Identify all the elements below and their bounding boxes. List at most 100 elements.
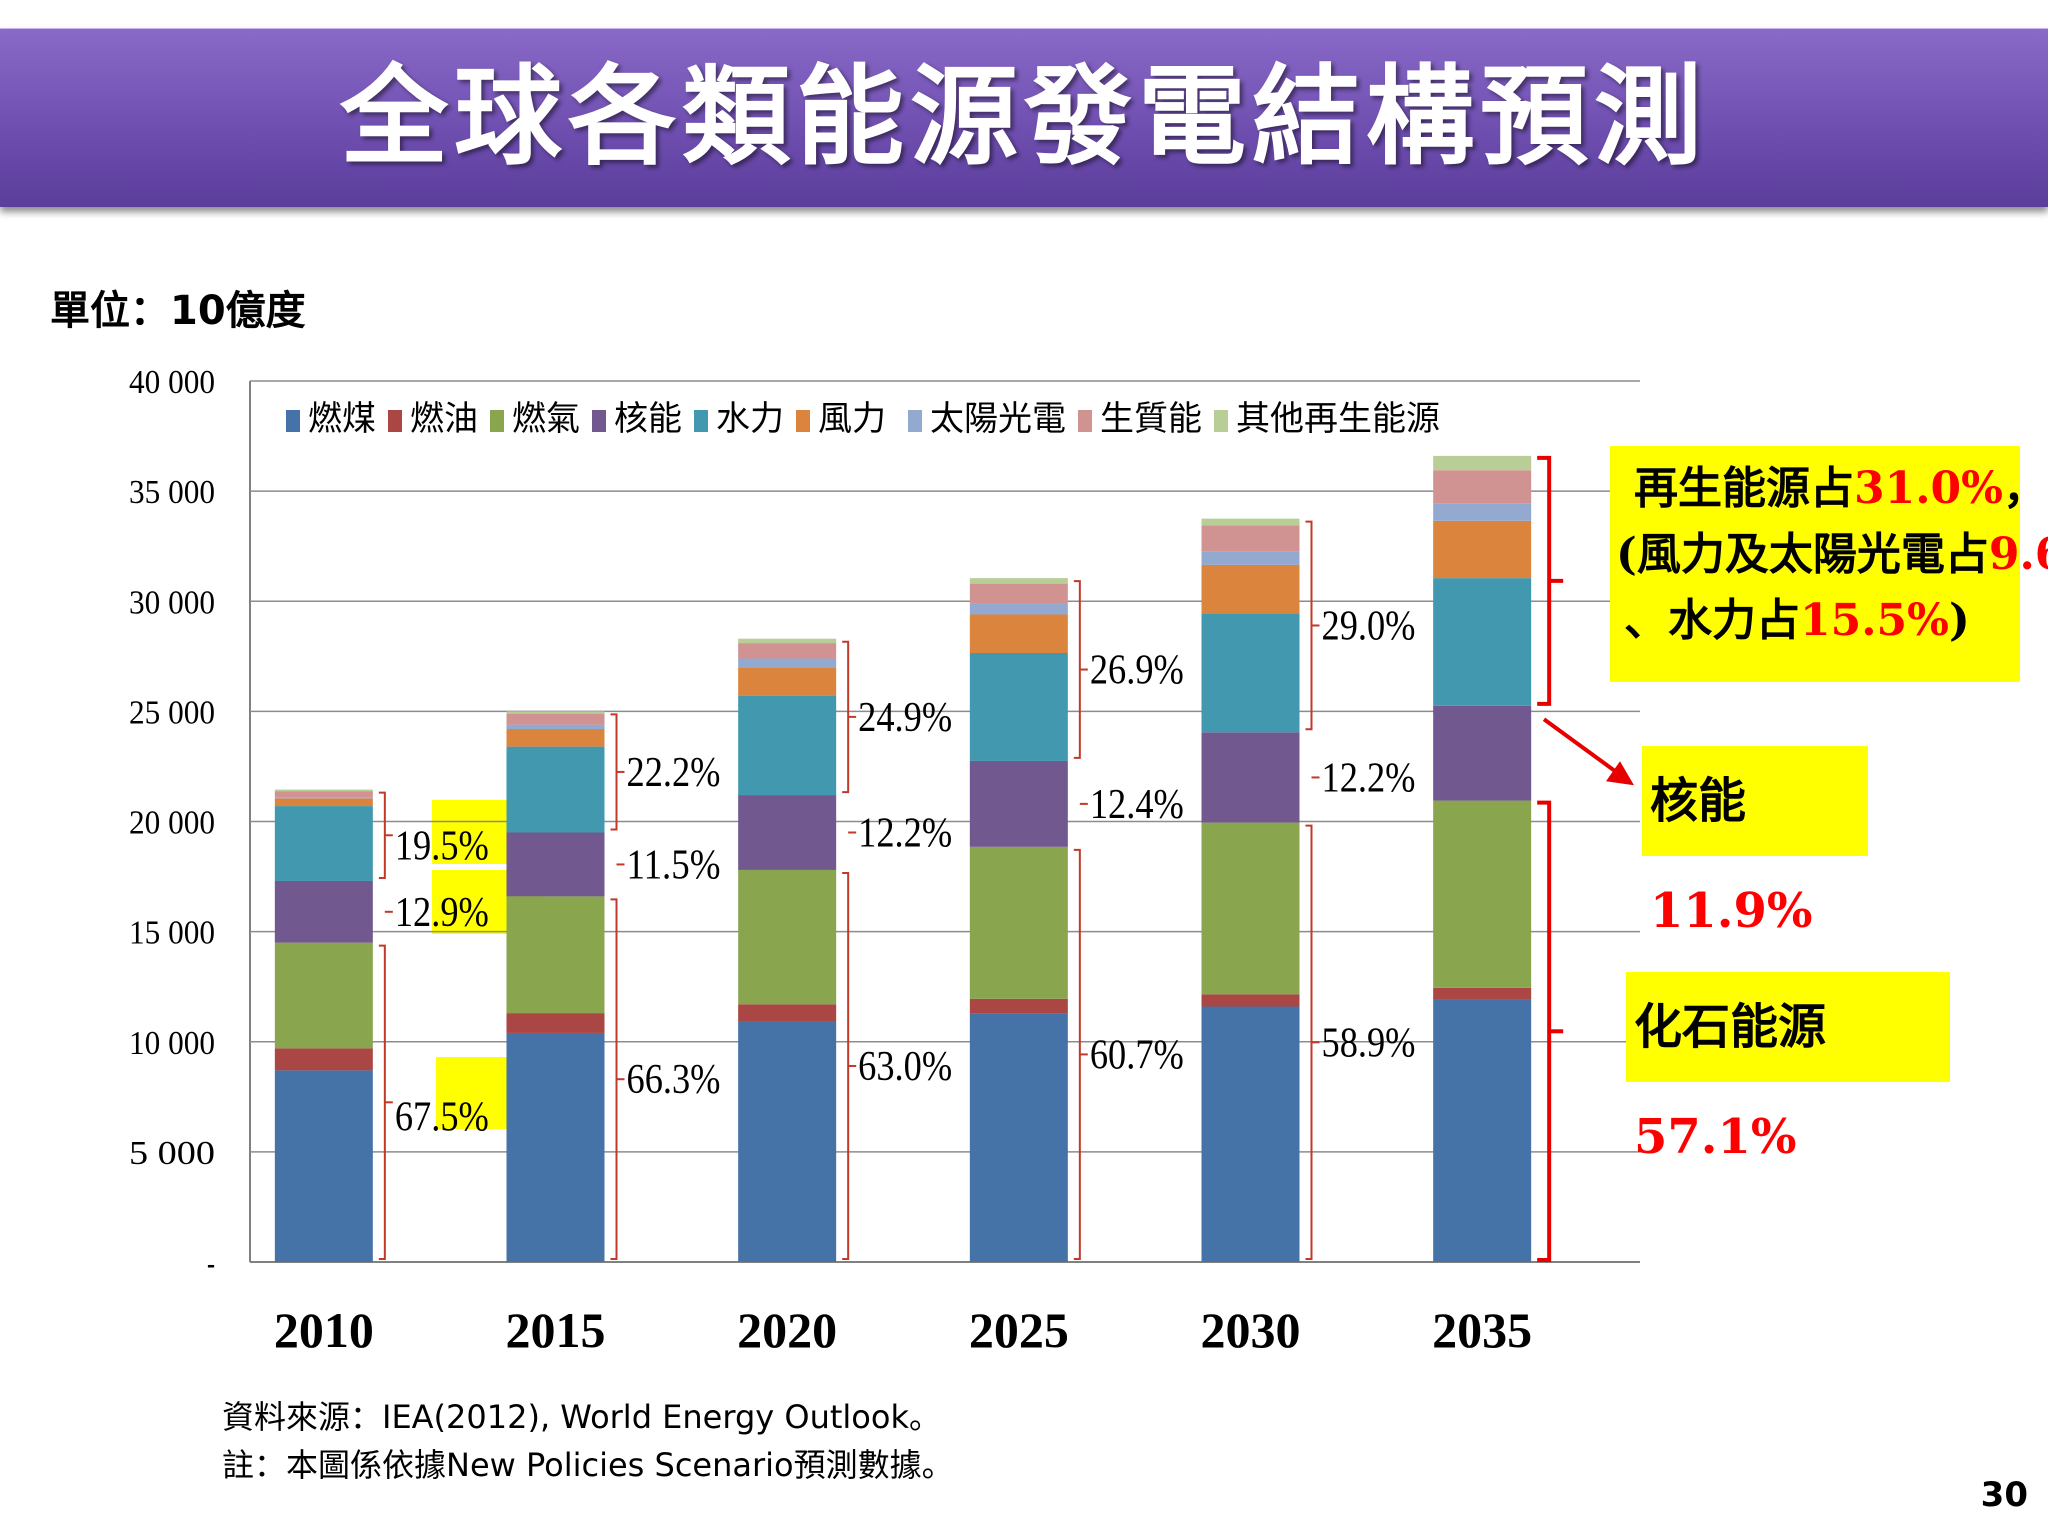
renewable-bracket-2035	[1537, 455, 1552, 706]
legend-swatch	[908, 410, 922, 432]
share-label: 24.9%	[858, 695, 952, 741]
share-label: 29.0%	[1322, 603, 1416, 649]
hydro-share-value: 15.5%	[1800, 595, 1949, 646]
bar-segment	[738, 695, 837, 796]
legend-label: 燃油	[410, 399, 478, 439]
bar-segment	[274, 880, 373, 943]
x-tick-label: 2010	[274, 1302, 374, 1358]
share-label: 11.5%	[627, 842, 721, 888]
legend-label: 燃煤	[308, 399, 376, 439]
bracket	[1073, 848, 1081, 1260]
x-tick-label: 2035	[1432, 1302, 1532, 1358]
bar-segment	[738, 667, 837, 696]
bar-segment	[1433, 520, 1532, 579]
unit-label: 單位：10億度	[50, 288, 306, 334]
footnote: 註：本圖係依據New Policies Scenario預測數據。	[222, 1446, 954, 1484]
x-tick-label: 2015	[506, 1302, 606, 1358]
share-label: 60.7%	[1090, 1032, 1184, 1078]
bar-segment	[738, 658, 837, 668]
bar-segment	[1433, 999, 1532, 1262]
nuclear-arrow	[1542, 717, 1620, 775]
bracket	[610, 898, 618, 1260]
y-tick-label: 40 000	[129, 364, 215, 401]
share-label: 66.3%	[627, 1057, 721, 1103]
legend-swatch	[1214, 410, 1228, 432]
bracket	[1073, 580, 1081, 759]
share-label: 67.5%	[395, 1094, 489, 1140]
bar-segment	[1433, 503, 1532, 521]
bar-segment	[738, 1004, 837, 1022]
wind-solar-share-value: 9.6%	[1988, 529, 2048, 580]
bar-segment	[969, 614, 1068, 654]
bar-segment	[506, 711, 605, 714]
bar-segment	[738, 869, 837, 1005]
bar-segment	[506, 896, 605, 1014]
y-tick-label: 30 000	[129, 584, 215, 621]
y-tick-label: 10 000	[129, 1025, 215, 1062]
x-tick-label: 2025	[969, 1302, 1069, 1358]
bracket	[1305, 520, 1313, 731]
y-tick-label: 15 000	[129, 915, 215, 952]
legend-swatch	[592, 410, 606, 432]
bracket	[842, 871, 850, 1260]
bar-segment	[274, 798, 373, 807]
legend-label: 太陽光電	[930, 399, 1066, 439]
y-tick-label: 25 000	[129, 694, 215, 731]
share-label: 12.2%	[1322, 755, 1416, 801]
bar-segment	[274, 797, 373, 799]
bracket	[378, 944, 386, 1260]
y-tick-label: 20 000	[129, 805, 215, 842]
bar-segment	[274, 1070, 373, 1262]
renewable-share-value: 31.0%	[1854, 463, 2003, 514]
legend-label: 生質能	[1100, 399, 1202, 439]
bar-segment	[274, 789, 373, 792]
page-title: 全球各類能源發電結構預測	[339, 55, 1708, 180]
renewable-callout-comma: ，	[2002, 463, 2047, 514]
legend-label: 水力	[716, 399, 784, 439]
share-label: 12.9%	[395, 890, 489, 936]
bar-segment	[969, 998, 1068, 1014]
bar-segment	[1433, 705, 1532, 801]
y-tick-label: -	[207, 1245, 215, 1282]
bar-segment	[274, 791, 373, 798]
bar-segment	[1201, 822, 1300, 995]
bar-segment	[1433, 470, 1532, 504]
bar-segment	[969, 603, 1068, 615]
source-citation: 資料來源：IEA(2012), World Energy Outlook。	[222, 1398, 941, 1436]
x-tick-label: 2030	[1201, 1302, 1301, 1358]
share-label: 19.5%	[395, 823, 489, 869]
bar-segment	[506, 1032, 605, 1262]
fossil-callout-prefix: 化石能源	[1634, 999, 1827, 1055]
bar-segment	[1201, 551, 1300, 565]
bar-segment	[506, 832, 605, 897]
bar-segment	[1201, 525, 1300, 552]
nuclear-arrow-head	[1606, 761, 1634, 786]
bar-segment	[506, 746, 605, 833]
bar-segment	[274, 806, 373, 881]
bar-segment	[1433, 800, 1532, 988]
nuclear-callout-prefix: 核能	[1650, 773, 1747, 829]
bar-segment	[1201, 613, 1300, 733]
bar-segment	[1201, 732, 1300, 823]
share-label: 58.9%	[1322, 1020, 1416, 1066]
legend-swatch	[1078, 410, 1092, 432]
share-label: 12.2%	[858, 811, 952, 857]
nuclear-share-value: 11.9%	[1650, 883, 1813, 939]
bar-segment	[506, 728, 605, 747]
nuclear-callout: 核能 11.9%	[1642, 746, 1868, 939]
bar-segment	[969, 1013, 1068, 1262]
x-tick-label: 2020	[737, 1302, 837, 1358]
bar-segment	[506, 1013, 605, 1033]
fossil-bracket-2035	[1537, 800, 1552, 1262]
bar-segment	[274, 942, 373, 1049]
bracket	[842, 640, 850, 794]
bar-segment	[738, 1021, 837, 1262]
bar-segment	[738, 795, 837, 870]
wind-solar-prefix: (風力及太陽光電占	[1616, 529, 1989, 580]
renewable-callout-prefix: 再生能源占	[1634, 463, 1854, 514]
bracket	[610, 713, 618, 831]
fossil-share-value: 57.1%	[1634, 1109, 1797, 1165]
hydro-callout-close: )	[1948, 595, 1970, 646]
bar-segment	[1433, 455, 1532, 471]
bar-segment	[738, 638, 837, 644]
